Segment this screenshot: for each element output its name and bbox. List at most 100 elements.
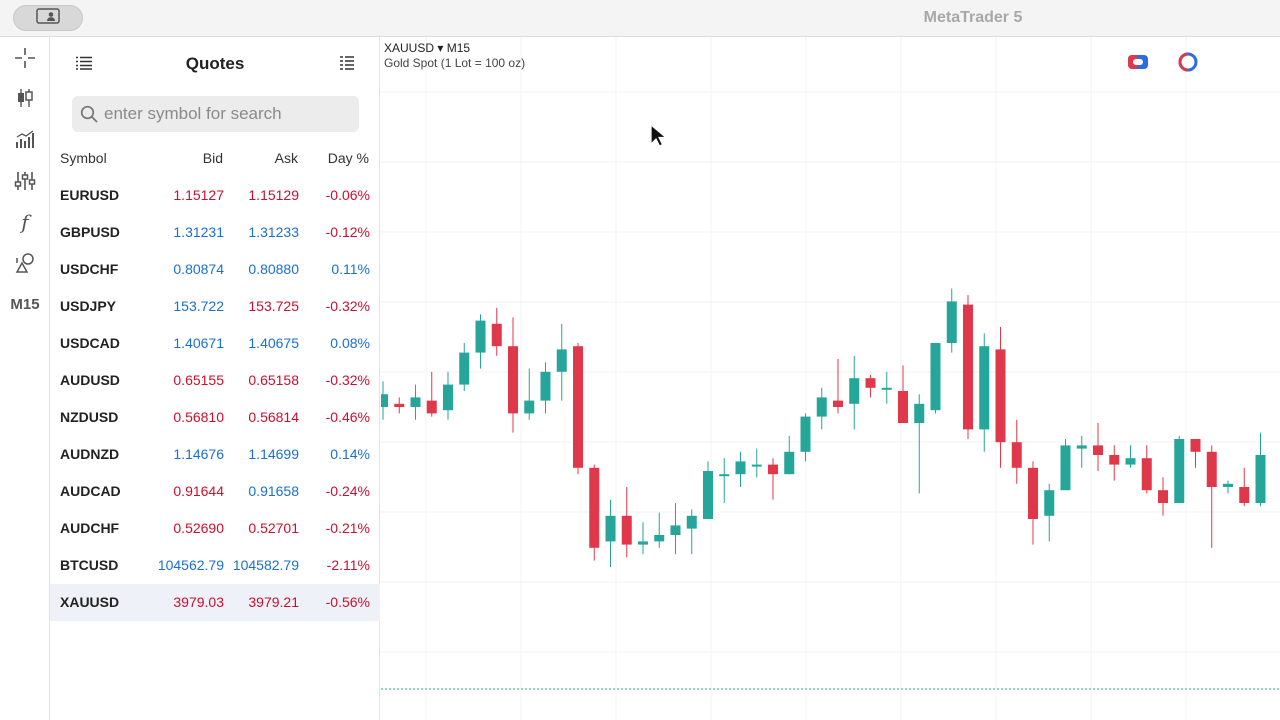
chart-type-tool[interactable] [0,83,50,113]
quote-ask: 0.65158 [248,372,299,388]
bullish-candle [654,535,665,542]
timeframe-button[interactable]: M15 [10,295,40,313]
bullish-candle [1044,490,1055,516]
quote-ask: 153.725 [248,298,299,314]
bullish-candle [556,349,567,372]
quote-row[interactable]: XAUUSD 3979.03 3979.21 -0.56% [50,584,380,621]
bearish-candle [508,346,518,414]
quote-bid: 1.15127 [173,187,224,203]
quote-row[interactable]: EURUSD 1.15127 1.15129 -0.06% [50,177,380,214]
bearish-candle [1011,442,1022,468]
quote-symbol: AUDNZD [60,446,120,462]
list-menu-icon[interactable] [72,53,96,73]
bullish-candle [524,400,535,414]
indicators-tool[interactable] [0,125,50,155]
quote-row[interactable]: AUDCHF 0.52690 0.52701 -0.21% [50,510,380,547]
quote-day-change: -0.46% [325,409,370,425]
quote-day-change: -2.11% [326,557,370,573]
bullish-candle [735,461,746,475]
quote-bid: 1.31231 [173,224,224,240]
column-header-day[interactable]: Day % [327,150,369,166]
quote-bid: 1.40671 [173,335,224,351]
bullish-candle [459,352,470,385]
candlestick-icon [18,89,33,107]
title-bar: MetaTrader 5 [0,0,1280,37]
quote-row[interactable]: AUDNZD 1.14676 1.14699 0.14% [50,436,380,473]
bullish-candle [946,301,957,343]
quote-row[interactable]: AUDCAD 0.91644 0.91658 -0.24% [50,473,380,510]
bearish-candle [865,378,876,388]
chart-symbol-timeframe[interactable]: XAUUSD ▾ M15 [384,41,471,55]
sliders-icon [14,172,36,190]
bearish-candle [1141,458,1152,491]
bullish-candle [638,541,648,545]
quote-ask: 1.31233 [248,224,299,240]
crosshair-icon [15,48,35,68]
one-click-trading-button[interactable] [1127,53,1149,71]
market-status-button[interactable] [1177,52,1199,72]
quote-row[interactable]: AUDUSD 0.65155 0.65158 -0.32% [50,362,380,399]
bearish-candle [589,467,600,548]
quote-day-change: -0.56% [325,594,370,610]
bullish-candle [410,397,421,407]
bullish-candle [475,320,486,353]
bearish-candle [1158,490,1168,503]
bearish-candle [995,349,1006,443]
bullish-candle [1255,455,1266,503]
bullish-candle [605,515,616,542]
bullish-candle [849,378,860,404]
shapes-icon [15,253,34,273]
quote-symbol: USDCAD [60,335,120,351]
bullish-candle [816,397,827,417]
column-header-bid[interactable]: Bid [202,150,223,166]
status-ring-icon [1178,52,1198,72]
quotes-header: Quotes [50,37,380,89]
crosshair-tool[interactable] [0,43,50,73]
quotes-panel: Quotes Symbol Bid Ask Day % EURUSD 1.1512… [50,37,428,720]
column-header-ask[interactable]: Ask [274,150,298,166]
bullish-candle [1223,483,1233,487]
bullish-candle [784,451,795,475]
quote-ask: 0.56814 [248,409,299,425]
quote-row[interactable]: USDCAD 1.40671 1.40675 0.08% [50,325,380,362]
column-header-symbol[interactable]: Symbol [60,150,107,166]
quote-ask: 0.91658 [248,483,299,499]
bearish-candle [573,346,583,468]
quote-ask: 104582.79 [232,557,299,573]
pointer-icon [650,123,668,147]
detailed-view-icon[interactable] [335,53,359,73]
quote-day-change: -0.32% [325,372,370,388]
quote-symbol: EURUSD [60,187,120,203]
formula-icon[interactable]: f [21,210,29,234]
bearish-candle [833,400,843,407]
quote-row[interactable]: USDCHF 0.80874 0.80880 0.11% [50,251,380,288]
quote-bid: 0.91644 [173,483,224,499]
settings-tool[interactable] [0,166,50,196]
quote-ask: 0.52701 [248,520,299,536]
quote-row[interactable]: NZDUSD 0.56810 0.56814 -0.46% [50,399,380,436]
toggle-sidebar-button[interactable] [13,5,83,31]
bullish-candle [930,343,941,411]
quote-row[interactable]: USDJPY 153.722 153.725 -0.32% [50,288,380,325]
bullish-candle [881,387,892,390]
quotes-title: Quotes [185,54,245,73]
quote-ask: 1.40675 [248,335,299,351]
price-chart[interactable]: XAUUSD ▾ M15 Gold Spot (1 Lot = 100 oz) [381,37,1280,720]
candlestick-chart[interactable] [381,37,1280,720]
bullish-candle [751,464,762,467]
bearish-candle [1190,439,1201,452]
bullish-candle [1174,439,1185,503]
bullish-candle [719,474,730,477]
bullish-candle [670,525,681,535]
quote-row[interactable]: BTCUSD 104562.79 104582.79 -2.11% [50,547,380,584]
quote-row[interactable]: GBPUSD 1.31231 1.31233 -0.12% [50,214,380,251]
bullish-candle [1076,445,1087,449]
quote-day-change: -0.32% [325,298,370,314]
quote-day-change: 0.08% [330,335,370,351]
quote-symbol: USDJPY [60,298,117,314]
symbol-search-box [72,96,359,132]
symbol-search-input[interactable] [104,96,349,132]
quote-bid: 0.80874 [173,261,224,277]
objects-tool[interactable] [0,248,50,278]
bearish-candle [1028,467,1038,519]
